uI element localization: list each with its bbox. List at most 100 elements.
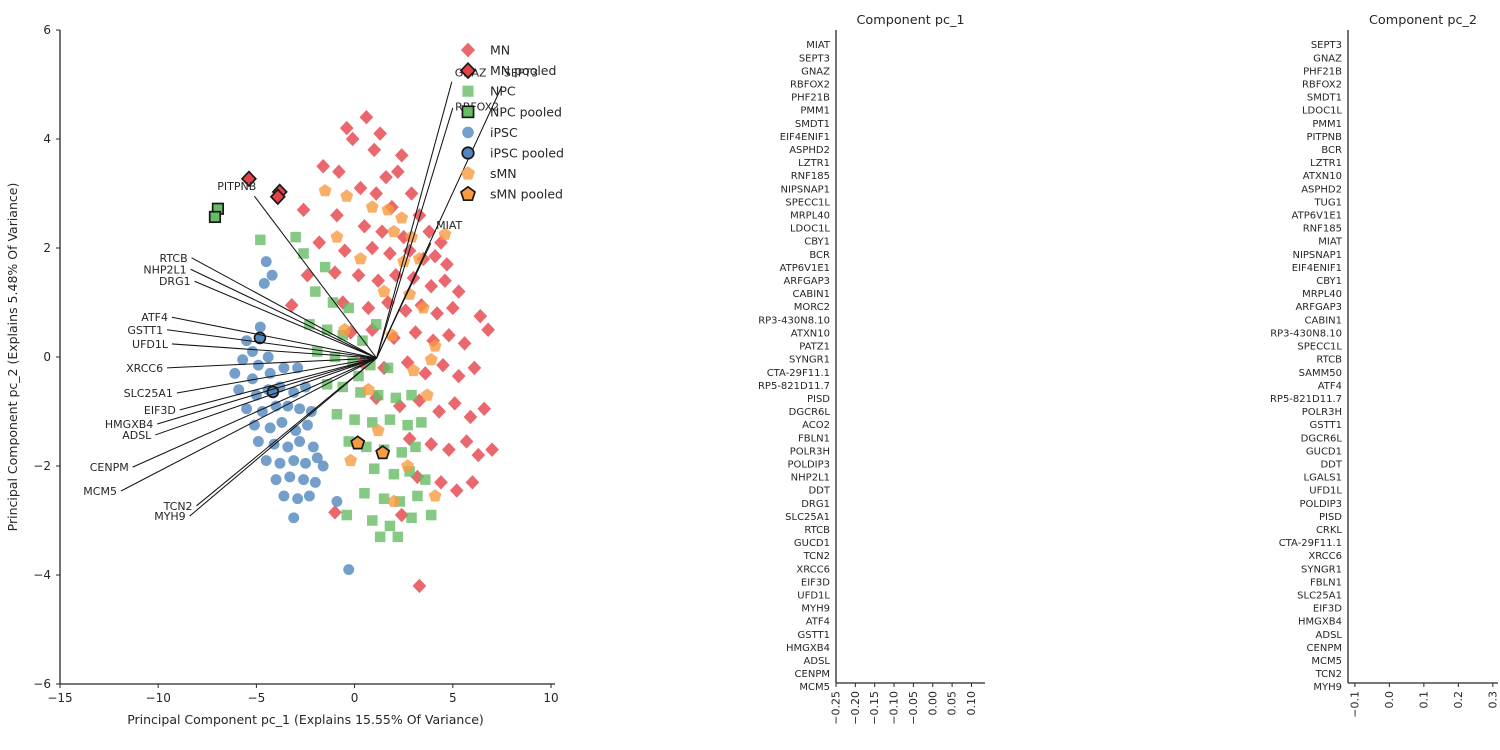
gene-label: EIF3D bbox=[1313, 604, 1342, 615]
scatter-point bbox=[288, 455, 300, 467]
legend-marker-circle-icon bbox=[461, 146, 475, 160]
gene-label: SEPT3 bbox=[799, 53, 830, 64]
scatter-point bbox=[290, 231, 301, 243]
legend-item-smn: sMN bbox=[461, 166, 517, 181]
scatter-point bbox=[449, 483, 464, 498]
gene-label: ASPHD2 bbox=[1301, 184, 1342, 195]
scatter-point bbox=[264, 422, 276, 434]
scatter-point bbox=[307, 441, 319, 453]
scatter-point bbox=[296, 202, 311, 218]
legend-item-smn-pooled: sMN pooled bbox=[460, 185, 563, 202]
scatter-point bbox=[428, 489, 442, 502]
x-tick-label: 0.10 bbox=[965, 691, 978, 716]
scatter-point bbox=[343, 302, 354, 314]
gene-label: NHP2L1 bbox=[791, 473, 830, 484]
x-tick-label: −0.10 bbox=[888, 691, 901, 725]
scatter-point bbox=[473, 308, 488, 324]
scatter-point bbox=[300, 457, 311, 469]
gene-label: ADSL bbox=[804, 656, 831, 667]
scatter-point bbox=[383, 246, 397, 261]
scatter-point bbox=[459, 434, 474, 449]
x-tick-label: 0 bbox=[351, 691, 359, 705]
scatter-point bbox=[438, 273, 452, 288]
vector-label: XRCC6 bbox=[126, 362, 163, 375]
scatter-point bbox=[229, 367, 241, 379]
scatter-point bbox=[248, 419, 260, 431]
legend-item-ipsc: iPSC bbox=[462, 125, 518, 140]
scatter-point bbox=[351, 268, 366, 283]
gene-label: RNF185 bbox=[1303, 224, 1342, 235]
scatter-point bbox=[442, 328, 456, 343]
scatter-point bbox=[240, 170, 257, 188]
scatter-point bbox=[361, 382, 375, 396]
gene-label: CBY1 bbox=[1316, 276, 1342, 287]
scatter-point bbox=[343, 564, 355, 576]
scatter-point bbox=[471, 447, 486, 463]
gene-label: RP3-430N8.10 bbox=[758, 315, 830, 326]
scatter-point bbox=[365, 359, 376, 371]
scatter-point bbox=[252, 359, 264, 371]
gene-label: POLR3H bbox=[790, 446, 830, 457]
scatter-point bbox=[254, 321, 266, 333]
scatter-point bbox=[252, 436, 264, 447]
series-npc bbox=[255, 231, 437, 543]
legend-marker-square-icon bbox=[462, 85, 474, 97]
scatter-point bbox=[316, 159, 331, 174]
scatter-point bbox=[311, 452, 323, 464]
axes: −15 −10 −5 0 5 10 6 4 2 0 −2 −4 −6 Principal Componen… bbox=[5, 23, 559, 727]
gene-label: CENPM bbox=[795, 669, 830, 680]
gene-label: TCN2 bbox=[803, 551, 830, 562]
loading-vector-rbfox2 bbox=[376, 107, 454, 359]
x-tick-label: −0.05 bbox=[907, 691, 920, 725]
series-smn bbox=[318, 184, 452, 507]
legend-marker-circle-icon bbox=[462, 126, 474, 139]
gene-labels: MIAT SEPT3 GNAZ RBFOX2 PHF21B PMM1 SMDT1 EIF4EN… bbox=[758, 40, 831, 693]
gene-label: DGCR6L bbox=[1301, 433, 1343, 444]
scatter-point bbox=[434, 475, 448, 490]
gene-label: ADSL bbox=[1316, 630, 1343, 641]
scatter-point bbox=[426, 333, 440, 348]
x-tick-label: −10 bbox=[146, 691, 171, 705]
loading-vector-ufd1l bbox=[171, 343, 377, 359]
scatter-point bbox=[445, 300, 460, 316]
scatter-point bbox=[382, 362, 394, 374]
scatter-point bbox=[321, 324, 333, 335]
scatter-point bbox=[420, 474, 431, 485]
y-tick-label: 6 bbox=[43, 23, 51, 37]
x-tick-label: 0.05 bbox=[946, 691, 959, 716]
series-mn-pooled bbox=[240, 170, 288, 206]
scatter-point bbox=[237, 354, 249, 366]
gene-label: POLDIP3 bbox=[787, 459, 830, 470]
scatter-point bbox=[344, 453, 358, 467]
gene-label: RNF185 bbox=[791, 171, 830, 182]
gene-label: PISD bbox=[807, 394, 830, 405]
gene-label: RP5-821D11.7 bbox=[1270, 394, 1342, 405]
scatter-point bbox=[430, 306, 444, 321]
gene-label: GSTT1 bbox=[1310, 420, 1343, 431]
vector-label: ATF4 bbox=[141, 311, 168, 324]
gene-label: RTCB bbox=[804, 525, 830, 536]
scatter-point bbox=[318, 184, 332, 197]
gene-label: CENPM bbox=[1307, 643, 1342, 654]
gene-label: XRCC6 bbox=[1308, 551, 1342, 562]
gene-label: RTCB bbox=[1316, 355, 1342, 366]
vector-label: HMGXB4 bbox=[105, 418, 153, 431]
scatter-point bbox=[233, 384, 245, 396]
series-smn-pooled bbox=[350, 435, 391, 460]
vector-label: SLC25A1 bbox=[124, 387, 173, 400]
scatter-point bbox=[310, 286, 321, 297]
loading-vector-hmgxb4 bbox=[157, 357, 377, 425]
gene-label: PMM1 bbox=[800, 106, 830, 117]
gene-label: HMGXB4 bbox=[786, 643, 830, 654]
scatter-point bbox=[247, 373, 258, 385]
gene-label: POLR3H bbox=[1302, 407, 1342, 418]
scatter-points bbox=[208, 110, 499, 594]
gene-label: MYH9 bbox=[1313, 682, 1342, 693]
scatter-point bbox=[302, 419, 313, 431]
gene-label: ASPHD2 bbox=[789, 145, 830, 156]
gene-label: NIPSNAP1 bbox=[1292, 250, 1342, 261]
scatter-point bbox=[309, 476, 321, 488]
gene-label: MORC2 bbox=[794, 302, 830, 313]
scatter-point bbox=[371, 273, 386, 288]
